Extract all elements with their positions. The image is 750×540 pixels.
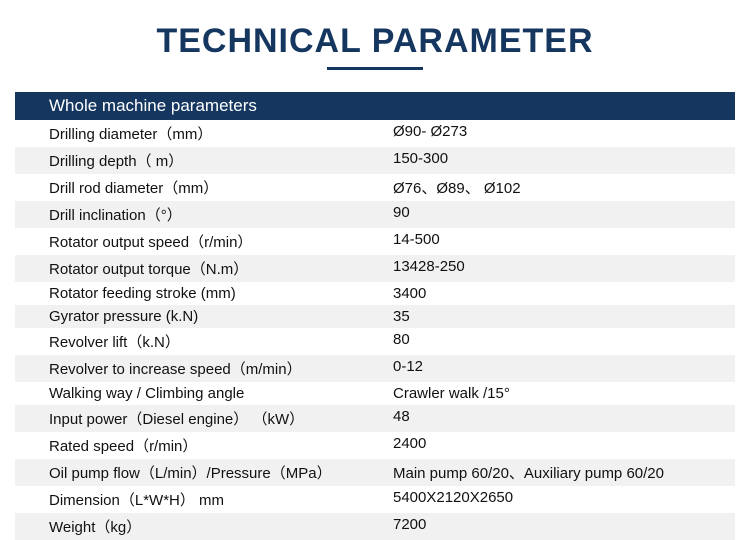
param-value: 5400X2120X2650	[385, 486, 735, 513]
table-row: Drill inclination（°）90	[15, 201, 735, 228]
param-label: Weight（kg）	[15, 513, 385, 540]
param-value: 3400	[385, 282, 735, 305]
table-row: Rotator output speed（r/min）14-500	[15, 228, 735, 255]
param-label: Revolver to increase speed（m/min）	[15, 355, 385, 382]
table-row: Rotator output torque（N.m）13428-250	[15, 255, 735, 282]
param-label: Drilling depth（ m）	[15, 147, 385, 174]
param-value: 90	[385, 201, 735, 228]
param-label: Drilling diameter（mm）	[15, 120, 385, 147]
param-value: Main pump 60/20、Auxiliary pump 60/20	[385, 459, 735, 486]
table-row: Drill rod diameter（mm）Ø76、Ø89、 Ø102	[15, 174, 735, 201]
param-label: Dimension（L*W*H） mm	[15, 486, 385, 513]
param-label: Walking way / Climbing angle	[15, 382, 385, 405]
param-label: Rotator feeding stroke (mm)	[15, 282, 385, 305]
param-value: Ø90- Ø273	[385, 120, 735, 147]
param-value: 7200	[385, 513, 735, 540]
table-row: Oil pump flow（L/min）/Pressure（MPa）Main p…	[15, 459, 735, 486]
param-label: Gyrator pressure (k.N)	[15, 305, 385, 328]
table-row: Rated speed（r/min）2400	[15, 432, 735, 459]
param-value: 48	[385, 405, 735, 432]
table-row: Drilling diameter（mm）Ø90- Ø273	[15, 120, 735, 147]
param-value: 14-500	[385, 228, 735, 255]
table-row: Rotator feeding stroke (mm)3400	[15, 282, 735, 305]
param-label: Revolver lift（k.N）	[15, 328, 385, 355]
param-value: Ø76、Ø89、 Ø102	[385, 174, 735, 201]
table-row: Walking way / Climbing angleCrawler walk…	[15, 382, 735, 405]
title-underline	[327, 67, 423, 70]
param-value: 0-12	[385, 355, 735, 382]
table-row: Weight（kg）7200	[15, 513, 735, 540]
parameter-table: Whole machine parameters Drilling diamet…	[15, 92, 735, 540]
param-label: Drill rod diameter（mm）	[15, 174, 385, 201]
table-row: Revolver to increase speed（m/min）0-12	[15, 355, 735, 382]
param-label: Rotator output speed（r/min）	[15, 228, 385, 255]
param-value: 150-300	[385, 147, 735, 174]
param-value: 13428-250	[385, 255, 735, 282]
param-value: 35	[385, 305, 735, 328]
param-label: Rotator output torque（N.m）	[15, 255, 385, 282]
param-label: Drill inclination（°）	[15, 201, 385, 228]
table-row: Input power（Diesel engine） （kW）48	[15, 405, 735, 432]
param-value: 2400	[385, 432, 735, 459]
param-label: Oil pump flow（L/min）/Pressure（MPa）	[15, 459, 385, 486]
page-title: TECHNICAL PARAMETER	[0, 22, 750, 61]
table-row: Revolver lift（k.N）80	[15, 328, 735, 355]
table-row: Dimension（L*W*H） mm5400X2120X2650	[15, 486, 735, 513]
param-label: Rated speed（r/min）	[15, 432, 385, 459]
table-row: Drilling depth（ m）150-300	[15, 147, 735, 174]
param-value: 80	[385, 328, 735, 355]
param-label: Input power（Diesel engine） （kW）	[15, 405, 385, 432]
param-value: Crawler walk /15°	[385, 382, 735, 405]
section-header: Whole machine parameters	[15, 92, 735, 120]
table-row: Gyrator pressure (k.N)35	[15, 305, 735, 328]
